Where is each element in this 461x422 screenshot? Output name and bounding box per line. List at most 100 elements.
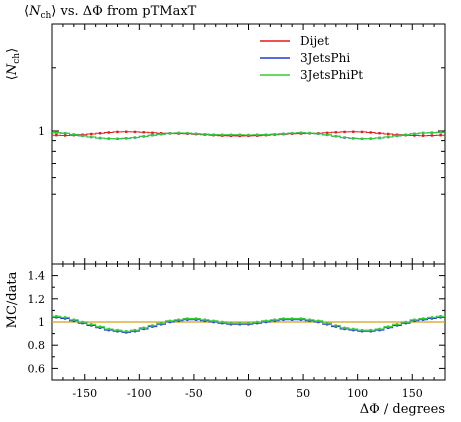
main-y-tick-label: 1: [38, 125, 45, 138]
data-point-3jetsphipt: [404, 133, 407, 136]
data-point-3jetsphipt: [212, 133, 215, 136]
data-point-3jetsphipt: [168, 132, 172, 135]
ratio-point-3jetsphipt: [430, 316, 434, 319]
data-point-3jetsphipt: [55, 131, 58, 134]
data-point-3jetsphipt: [133, 136, 137, 139]
ratio-point-3jetsphipt: [264, 319, 268, 323]
ratio-point-3jetsphipt: [299, 317, 303, 320]
x-tick-label: 50: [296, 387, 310, 400]
data-point-dijet: [98, 132, 102, 135]
ratio-point-3jetsphipt: [221, 320, 224, 324]
ratio-point-3jetsphipt: [343, 326, 346, 329]
ratio-y-tick-label: 1.2: [28, 293, 46, 306]
legend-label-3jetsphi: 3JetsPhi: [300, 51, 350, 65]
data-point-dijet: [387, 132, 390, 136]
data-point-3jetsphipt: [413, 132, 416, 135]
data-point-3jetsphipt: [317, 132, 320, 135]
x-tick-label: 150: [402, 387, 423, 400]
data-point-3jetsphipt: [334, 134, 338, 138]
data-point-3jetsphipt: [343, 136, 346, 139]
data-point-3jetsphipt: [264, 133, 268, 136]
ratio-series-group: [52, 315, 445, 334]
data-point-3jetsphipt: [308, 131, 311, 135]
data-point-3jetsphipt: [159, 132, 163, 136]
data-point-dijet: [360, 130, 364, 134]
ratio-point-3jetsphipt: [378, 327, 381, 331]
ratio-point-3jetsphipt: [256, 320, 259, 324]
chart-title: ⟨Nch⟩ vs. ΔΦ from pTMaxT: [24, 4, 197, 21]
ratio-y-tick-label: 1.4: [28, 270, 46, 283]
data-point-dijet: [142, 131, 145, 134]
data-point-3jetsphipt: [72, 133, 76, 136]
data-point-dijet: [151, 131, 154, 135]
ratio-point-3jetsphipt: [308, 318, 311, 321]
ratio-point-3jetsphipt: [273, 318, 276, 321]
data-point-dijet: [369, 131, 372, 134]
ratio-point-3jetsphipt: [404, 320, 407, 324]
data-point-3jetsphipt: [421, 131, 425, 135]
data-point-3jetsphipt: [256, 133, 259, 137]
ratio-point-3jetsphipt: [177, 318, 180, 321]
data-point-3jetsphipt: [378, 136, 381, 140]
title-open-bracket: ⟨: [24, 4, 29, 19]
data-point-dijet: [63, 134, 67, 137]
ratio-point-3jetsphipt: [194, 317, 198, 320]
data-point-dijet: [378, 132, 381, 135]
ratio-point-3jetsphipt: [290, 317, 294, 320]
data-point-dijet: [421, 134, 425, 137]
ratio-point-3jetsphipt: [98, 325, 102, 328]
data-point-3jetsphipt: [142, 135, 145, 138]
main-axis-ticks: 1: [38, 24, 446, 264]
data-point-dijet: [413, 134, 416, 137]
ratio-point-3jetsphipt: [212, 319, 215, 323]
data-point-dijet: [439, 133, 442, 137]
ratio-point-3jetsphipt: [107, 327, 110, 331]
ratio-point-3jetsphipt: [142, 326, 145, 329]
ratio-point-3jetsphipt: [72, 318, 76, 321]
ratio-point-3jetsphipt: [116, 328, 119, 332]
data-point-3jetsphipt: [439, 130, 442, 134]
data-point-dijet: [325, 131, 329, 135]
data-point-dijet: [90, 132, 93, 136]
ratio-point-3jetsphipt: [90, 323, 93, 326]
data-point-dijet: [125, 130, 128, 133]
ratio-point-3jetsphipt: [203, 318, 207, 321]
data-point-3jetsphipt: [194, 132, 198, 135]
data-point-dijet: [55, 133, 58, 137]
data-point-3jetsphipt: [299, 131, 303, 134]
data-point-3jetsphipt: [273, 133, 276, 136]
legend-label-dijet: Dijet: [300, 34, 329, 48]
data-point-dijet: [116, 130, 119, 134]
ratio-point-3jetsphipt: [334, 324, 338, 327]
data-point-3jetsphipt: [63, 132, 67, 135]
data-point-3jetsphipt: [125, 137, 128, 140]
ratio-y-axis-label: MC/data: [5, 271, 20, 328]
data-point-3jetsphipt: [247, 133, 250, 137]
data-point-3jetsphipt: [90, 135, 93, 139]
data-point-3jetsphipt: [369, 137, 372, 140]
main-series-group: [52, 130, 445, 141]
ratio-point-3jetsphipt: [317, 319, 320, 323]
x-tick-label: 100: [347, 387, 368, 400]
data-point-3jetsphipt: [290, 131, 294, 135]
ratio-point-3jetsphipt: [168, 319, 172, 323]
data-point-3jetsphipt: [325, 133, 329, 137]
ratio-point-3jetsphipt: [387, 325, 390, 328]
data-point-dijet: [334, 131, 338, 134]
data-point-3jetsphipt: [282, 132, 285, 135]
ratio-point-3jetsphipt: [413, 318, 416, 321]
data-point-3jetsphipt: [107, 137, 110, 140]
ratio-point-3jetsphipt: [55, 315, 58, 318]
ratio-axis-ticks: -150 -100 -50 0 50 100 150 0.6 0.8 1 1.2 1.4: [28, 263, 446, 400]
ratio-point-3jetsphipt: [63, 316, 67, 319]
ratio-point-3jetsphipt: [247, 321, 250, 325]
ratio-point-3jetsphipt: [395, 323, 399, 326]
ratio-point-3jetsphipt: [186, 317, 189, 320]
ratio-point-3jetsphipt: [229, 321, 233, 325]
data-point-3jetsphipt: [387, 135, 390, 139]
ratio-point-3jetsphipt: [282, 317, 285, 320]
main-plot-frame: [51, 23, 446, 265]
data-point-3jetsphipt: [203, 133, 207, 136]
data-point-3jetsphipt: [360, 137, 364, 140]
data-point-3jetsphipt: [116, 137, 119, 140]
